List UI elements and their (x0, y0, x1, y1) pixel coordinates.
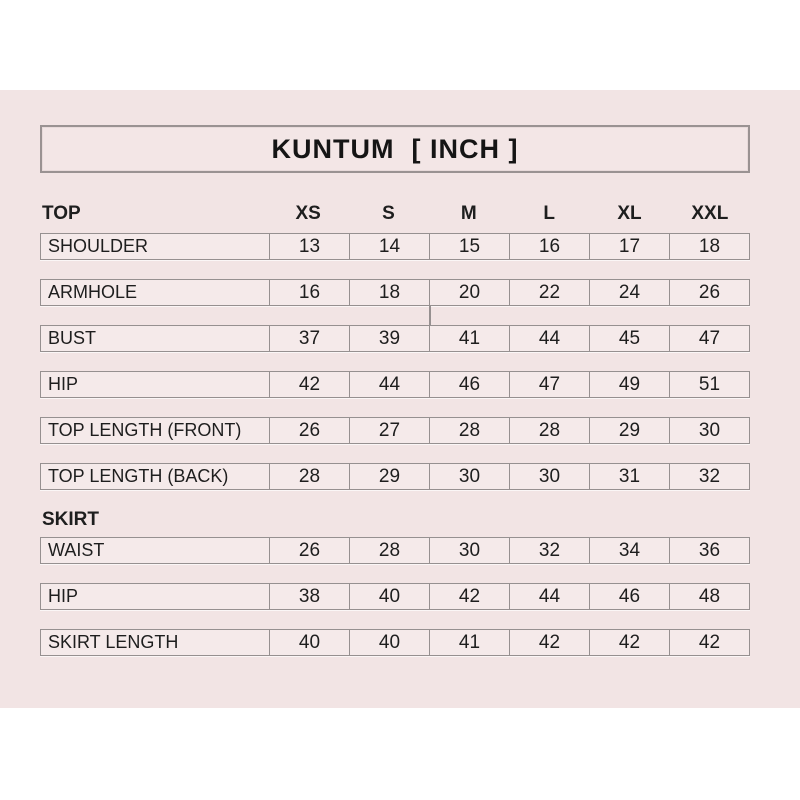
row-label: WAIST (48, 540, 105, 560)
row-label: TOP LENGTH (FRONT) (48, 420, 242, 440)
cell-value: 24 (589, 280, 669, 305)
cell-value: 20 (429, 280, 509, 305)
cell-value: 18 (669, 234, 749, 259)
column-header-l: L (543, 203, 555, 224)
row-label: SKIRT LENGTH (48, 632, 179, 652)
cell-value: 22 (509, 280, 589, 305)
cell-value: 32 (509, 538, 589, 563)
cell-value: 38 (269, 584, 349, 609)
cell-value: 29 (589, 418, 669, 443)
cell-value: 42 (509, 630, 589, 655)
cell-value: 28 (509, 418, 589, 443)
cell-value: 44 (509, 326, 589, 351)
cell-value: 42 (669, 630, 749, 655)
cell-value: 46 (589, 584, 669, 609)
cell-value: 28 (349, 538, 429, 563)
table-row-hip-skirt: HIP 38 40 42 44 46 48 (40, 583, 750, 610)
cell-value: 31 (589, 464, 669, 489)
cell-value: 42 (429, 584, 509, 609)
cell-value: 29 (349, 464, 429, 489)
cell-value: 18 (349, 280, 429, 305)
row-label: HIP (48, 374, 79, 394)
cell-value: 17 (589, 234, 669, 259)
cell-value: 36 (669, 538, 749, 563)
table-row-top-length-front: TOP LENGTH (FRONT) 26 27 28 28 29 30 (40, 417, 750, 444)
table-row-hip-top: HIP 42 44 46 47 49 51 (40, 371, 750, 398)
column-header-xl: XL (617, 203, 642, 224)
cell-value: 30 (429, 464, 509, 489)
cell-value: 46 (429, 372, 509, 397)
table-row-bust: BUST 37 39 41 44 45 47 (40, 325, 750, 352)
cell-value: 45 (589, 326, 669, 351)
cell-value: 40 (269, 630, 349, 655)
cell-value: 30 (509, 464, 589, 489)
cell-value: 15 (429, 234, 509, 259)
cell-value: 48 (669, 584, 749, 609)
cell-value: 44 (349, 372, 429, 397)
table-row-skirt-length: SKIRT LENGTH 40 40 41 42 42 42 (40, 629, 750, 656)
size-chart-content: KUNTUM [ INCH ] TOP XS S M L XL XXL SHOU… (40, 90, 750, 675)
table-row-waist: WAIST 26 28 30 32 34 36 (40, 537, 750, 564)
cell-value: 39 (349, 326, 429, 351)
column-header-s: S (382, 203, 395, 224)
cell-value: 32 (669, 464, 749, 489)
cell-value: 42 (589, 630, 669, 655)
table-row-shoulder: SHOULDER 13 14 15 16 17 18 (40, 233, 750, 260)
table-row-armhole: ARMHOLE 16 18 20 22 24 26 (40, 279, 750, 306)
size-chart-panel: KUNTUM [ INCH ] TOP XS S M L XL XXL SHOU… (0, 90, 800, 708)
cell-value: 42 (269, 372, 349, 397)
chart-title: KUNTUM [ INCH ] (271, 133, 519, 164)
top-header-row: TOP XS S M L XL XXL (40, 203, 750, 225)
cell-value: 30 (429, 538, 509, 563)
cell-value: 51 (669, 372, 749, 397)
cell-value: 26 (269, 538, 349, 563)
cell-value: 47 (669, 326, 749, 351)
cell-value: 47 (509, 372, 589, 397)
cell-value: 14 (349, 234, 429, 259)
row-label: HIP (48, 586, 79, 606)
cell-value: 41 (429, 630, 509, 655)
row-label: TOP LENGTH (BACK) (48, 466, 229, 486)
cell-value: 28 (269, 464, 349, 489)
cell-value: 40 (349, 584, 429, 609)
cell-value: 28 (429, 418, 509, 443)
column-header-xs: XS (295, 203, 321, 224)
cell-value: 30 (669, 418, 749, 443)
section-heading-skirt: SKIRT (42, 509, 99, 530)
column-header-m: M (460, 203, 477, 224)
table-row-top-length-back: TOP LENGTH (BACK) 28 29 30 30 31 32 (40, 463, 750, 490)
cell-value: 26 (669, 280, 749, 305)
chart-title-box: KUNTUM [ INCH ] (40, 125, 750, 173)
cell-value: 44 (509, 584, 589, 609)
row-label: SHOULDER (48, 236, 149, 256)
cell-value: 27 (349, 418, 429, 443)
cell-value: 13 (269, 234, 349, 259)
cell-value: 37 (269, 326, 349, 351)
cell-value: 49 (589, 372, 669, 397)
cell-value: 26 (269, 418, 349, 443)
cell-value: 16 (509, 234, 589, 259)
cell-value: 41 (429, 326, 509, 351)
cell-value: 40 (349, 630, 429, 655)
section-heading-top: TOP (42, 203, 81, 224)
stray-divider-artifact (429, 306, 431, 325)
cell-value: 34 (589, 538, 669, 563)
column-header-xxl: XXL (691, 203, 729, 224)
row-label: BUST (48, 328, 97, 348)
row-label: ARMHOLE (48, 282, 138, 302)
cell-value: 16 (269, 280, 349, 305)
